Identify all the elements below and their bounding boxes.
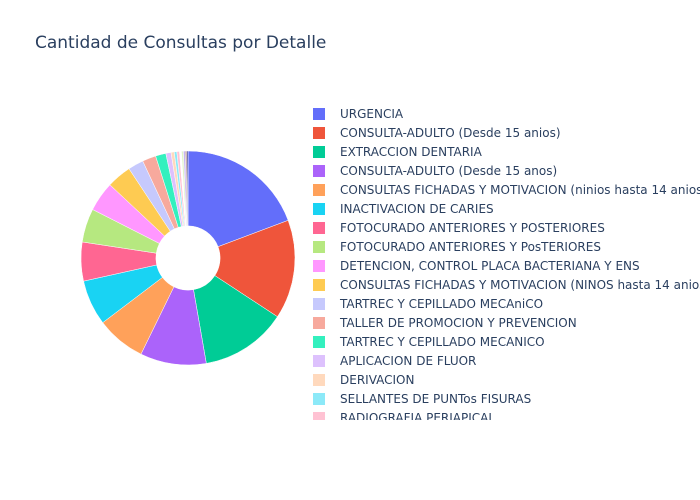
legend-swatch xyxy=(313,127,325,139)
pie-slice[interactable] xyxy=(186,150,189,227)
legend-label: APLICACION DE FLUOR xyxy=(340,354,476,368)
legend-swatch xyxy=(313,222,325,234)
legend-item[interactable]: EXTRACCION DENTARIA xyxy=(313,145,483,159)
legend-item[interactable]: FOTOCURADO ANTERIORES Y POSTERIORES xyxy=(313,221,605,235)
legend-item[interactable]: RADIOGRAFIA PERIAPICAL xyxy=(313,411,495,425)
legend-item[interactable]: CONSULTA-ADULTO (Desde 15 anios) xyxy=(313,126,561,140)
legend-item[interactable]: TALLER DE PROMOCION Y PREVENCION xyxy=(313,316,577,330)
legend-swatch xyxy=(313,279,325,291)
legend-item[interactable]: CONSULTA-ADULTO (Desde 15 anos) xyxy=(313,164,557,178)
legend-label: RADIOGRAFIA PERIAPICAL xyxy=(340,411,495,425)
legend-label: DETENCION, CONTROL PLACA BACTERIANA Y EN… xyxy=(340,259,640,273)
chart-title: Cantidad de Consultas por Detalle xyxy=(35,33,327,53)
legend-label: INACTIVACION DE CARIES xyxy=(340,202,494,216)
legend-label: CONSULTAS FICHADAS Y MOTIVACION (ninios … xyxy=(340,183,700,197)
pie-slices xyxy=(80,150,296,366)
legend-swatch xyxy=(313,355,325,367)
legend-item[interactable]: APLICACION DE FLUOR xyxy=(313,354,476,368)
legend[interactable]: URGENCIA CONSULTA-ADULTO (Desde 15 anios)… xyxy=(313,107,700,425)
legend-label: TARTREC Y CEPILLADO MECAniCO xyxy=(339,297,543,311)
legend-swatch xyxy=(313,393,325,405)
legend-swatch xyxy=(313,108,325,120)
pie-slice[interactable] xyxy=(187,150,289,248)
legend-label: TARTREC Y CEPILLADO MECANICO xyxy=(339,335,545,349)
legend-swatch xyxy=(313,241,325,253)
legend-label: FOTOCURADO ANTERIORES Y PosTERIORES xyxy=(340,240,601,254)
legend-item[interactable]: SELLANTES DE PUNTos FISURAS xyxy=(313,392,531,406)
legend-label: CONSULTAS FICHADAS Y MOTIVACION (NINOS h… xyxy=(340,278,700,292)
legend-label: SELLANTES DE PUNTos FISURAS xyxy=(340,392,531,406)
legend-label: DERIVACION xyxy=(340,373,414,387)
legend-swatch xyxy=(313,184,325,196)
legend-item[interactable]: CONSULTAS FICHADAS Y MOTIVACION (ninios … xyxy=(313,183,700,197)
pie-slice[interactable] xyxy=(193,275,278,364)
legend-swatch xyxy=(313,165,325,177)
legend-item[interactable]: DETENCION, CONTROL PLACA BACTERIANA Y EN… xyxy=(313,259,640,273)
legend-item[interactable]: DERIVACION xyxy=(313,373,414,387)
legend-label: EXTRACCION DENTARIA xyxy=(340,145,483,159)
legend-swatch xyxy=(313,374,325,386)
legend-label: FOTOCURADO ANTERIORES Y POSTERIORES xyxy=(340,221,605,235)
legend-item[interactable]: URGENCIA xyxy=(313,107,404,121)
legend-label: CONSULTA-ADULTO (Desde 15 anos) xyxy=(340,164,557,178)
pie-slice[interactable] xyxy=(214,220,296,318)
legend-item[interactable]: CONSULTAS FICHADAS Y MOTIVACION (NINOS h… xyxy=(313,278,700,292)
legend-item[interactable]: INACTIVACION DE CARIES xyxy=(313,202,494,216)
legend-swatch xyxy=(313,203,325,215)
legend-label: URGENCIA xyxy=(340,107,404,121)
legend-item[interactable]: TARTREC Y CEPILLADO MECAniCO xyxy=(313,297,543,311)
legend-swatch xyxy=(313,336,325,348)
legend-label: TALLER DE PROMOCION Y PREVENCION xyxy=(339,316,577,330)
legend-swatch xyxy=(313,146,325,158)
legend-swatch xyxy=(313,317,325,329)
legend-swatch xyxy=(313,298,325,310)
legend-item[interactable]: TARTREC Y CEPILLADO MECANICO xyxy=(313,335,545,349)
legend-item[interactable]: FOTOCURADO ANTERIORES Y PosTERIORES xyxy=(313,240,601,254)
legend-label: CONSULTA-ADULTO (Desde 15 anios) xyxy=(340,126,561,140)
legend-swatch xyxy=(313,260,325,272)
legend-swatch xyxy=(313,412,325,420)
